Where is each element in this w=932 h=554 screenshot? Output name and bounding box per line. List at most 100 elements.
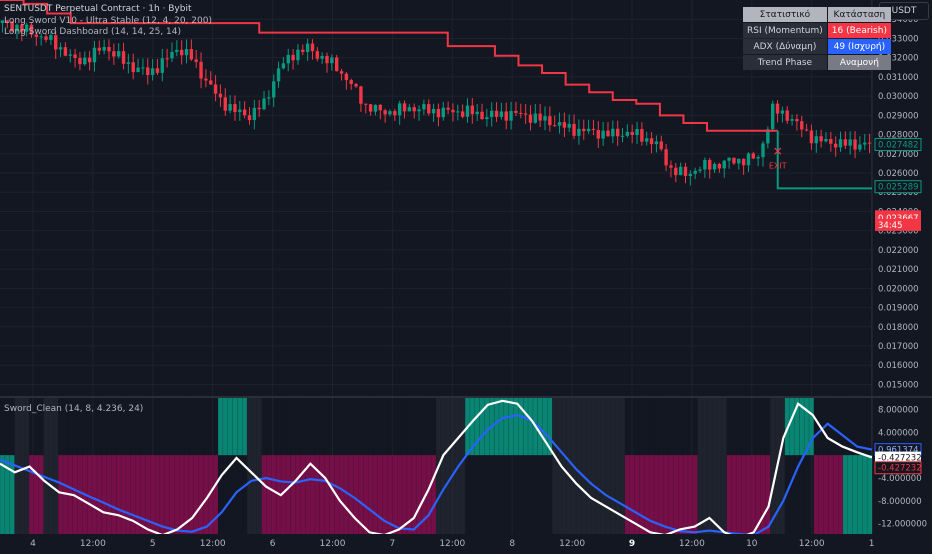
candle-body [770, 103, 775, 130]
candle-body [388, 111, 392, 115]
candle-body [804, 129, 809, 131]
candle-body [698, 169, 702, 171]
candle-body [334, 57, 339, 72]
candle-body [257, 107, 261, 110]
candle-body [397, 103, 402, 116]
time-tick-label: 4 [30, 539, 36, 549]
candle-body [58, 47, 63, 50]
candle-body [155, 68, 160, 73]
price-axis-label-bg [874, 180, 922, 194]
oscillator-bar-neutral [552, 398, 567, 534]
candle-body [54, 35, 58, 50]
candle-body [87, 57, 92, 63]
candle-body [838, 139, 843, 148]
candle-body [785, 110, 789, 121]
candle-body [649, 138, 654, 145]
oscillator-tick-label: -4.000000 [878, 474, 922, 484]
oscillator-bar-bull-neg [857, 455, 872, 534]
candle-body [833, 143, 838, 148]
candle-body [184, 49, 189, 56]
candle-body [848, 139, 852, 146]
candle-body [514, 110, 518, 113]
price-tick-label: 0.030000 [878, 92, 919, 102]
candle-body [683, 166, 688, 176]
candle-body [591, 128, 596, 130]
indicator-legend-dashboard[interactable]: Long Sword Dashboard (14, 14, 25, 14) [4, 27, 182, 37]
candle-body [107, 47, 111, 52]
oscillator-axis-label-bg [875, 451, 921, 464]
candle-body [339, 71, 344, 74]
oscillator-bar-neutral [581, 398, 596, 534]
dashboard-value-adx: 49 (Ισχυρή) [827, 39, 891, 54]
candle-body [301, 49, 305, 53]
candle-body [654, 141, 659, 145]
dashboard-label-trend: Trend Phase [743, 55, 827, 70]
oscillator-bar-negative [741, 455, 756, 534]
candle-body [102, 47, 106, 51]
candle-body [751, 153, 756, 159]
candle-body [630, 131, 634, 135]
candle-body [596, 129, 600, 139]
candle-body [552, 125, 557, 127]
candlestick-series [0, 19, 872, 186]
candle-body [20, 24, 24, 32]
candle-body [29, 24, 34, 35]
candle-body [824, 139, 828, 142]
candle-body [272, 81, 276, 98]
price-axis-label: 34:45 [878, 221, 903, 231]
candle-body [97, 47, 102, 51]
symbol-legend[interactable]: SENTUSDT Perpetual Contract · 1h · Bybit [4, 4, 192, 14]
candle-body [582, 128, 586, 132]
oscillator-bar-negative [72, 455, 88, 534]
candle-body [674, 167, 678, 176]
candle-body [330, 57, 334, 64]
exit-icon: ✕ [773, 145, 783, 159]
candle-body [509, 110, 513, 121]
candle-body [543, 116, 547, 121]
candle-body [557, 122, 562, 126]
candle-body [315, 51, 320, 59]
candle-body [179, 49, 184, 56]
oscillator-bar-negative [261, 455, 277, 534]
candle-body [78, 57, 82, 65]
candle-body [485, 117, 489, 120]
dashboard-table: Στατιστικό Κατάσταση RSI (Momentum) 16 (… [742, 6, 892, 71]
candle-body [286, 54, 290, 64]
candle-body [427, 104, 431, 114]
candle-body [417, 109, 421, 112]
candle-body [5, 20, 9, 22]
candle-body [722, 160, 726, 169]
price-tick-label: 0.027000 [878, 150, 919, 160]
oscillator-bar-negative [276, 455, 291, 534]
candle-body [819, 136, 823, 142]
candle-body [368, 104, 373, 112]
candle-body [746, 153, 751, 166]
candle-body [635, 128, 639, 135]
candle-body [320, 55, 324, 59]
oscillator-legend[interactable]: Sword_Clean (14, 8, 4.236, 24) [4, 404, 144, 414]
price-tick-label: 0.017000 [878, 342, 919, 352]
candle-body [523, 113, 528, 115]
candle-body [223, 97, 227, 111]
candle-body [262, 98, 266, 110]
oscillator-bar-positive [508, 398, 524, 456]
oscillator-bar-negative [668, 455, 684, 534]
candle-body [175, 49, 179, 52]
candle-body [645, 138, 649, 142]
trailing-stop-line-bear [0, 0, 778, 132]
oscillator-tick-label: 8.000000 [878, 405, 919, 415]
oscillator-bar-positive [784, 398, 800, 456]
candle-body [34, 34, 39, 37]
candle-body [586, 128, 591, 132]
oscillator-bar-negative [188, 455, 204, 534]
oscillator-bar-positive [494, 398, 509, 456]
indicator-legend-long-sword-v10[interactable]: Long Sword V10 - Ultra Stable (12, 4, 20… [4, 16, 212, 26]
candle-body [470, 105, 475, 115]
candle-body [688, 173, 693, 176]
candle-body [431, 108, 436, 114]
candle-body [83, 57, 87, 65]
oscillator-tick-label: -8.000000 [878, 497, 922, 507]
oscillator-bar-negative [130, 455, 146, 534]
